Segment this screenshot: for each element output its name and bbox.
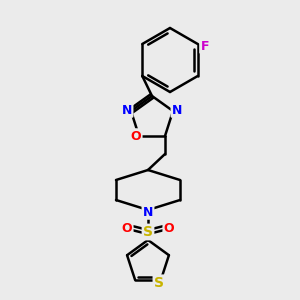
Text: N: N <box>143 206 153 218</box>
Text: O: O <box>122 221 132 235</box>
Text: N: N <box>172 103 182 116</box>
Text: O: O <box>164 221 174 235</box>
Text: F: F <box>200 40 209 52</box>
Text: N: N <box>122 103 132 116</box>
Text: O: O <box>131 130 141 142</box>
Text: S: S <box>154 276 164 290</box>
Text: S: S <box>143 225 153 239</box>
